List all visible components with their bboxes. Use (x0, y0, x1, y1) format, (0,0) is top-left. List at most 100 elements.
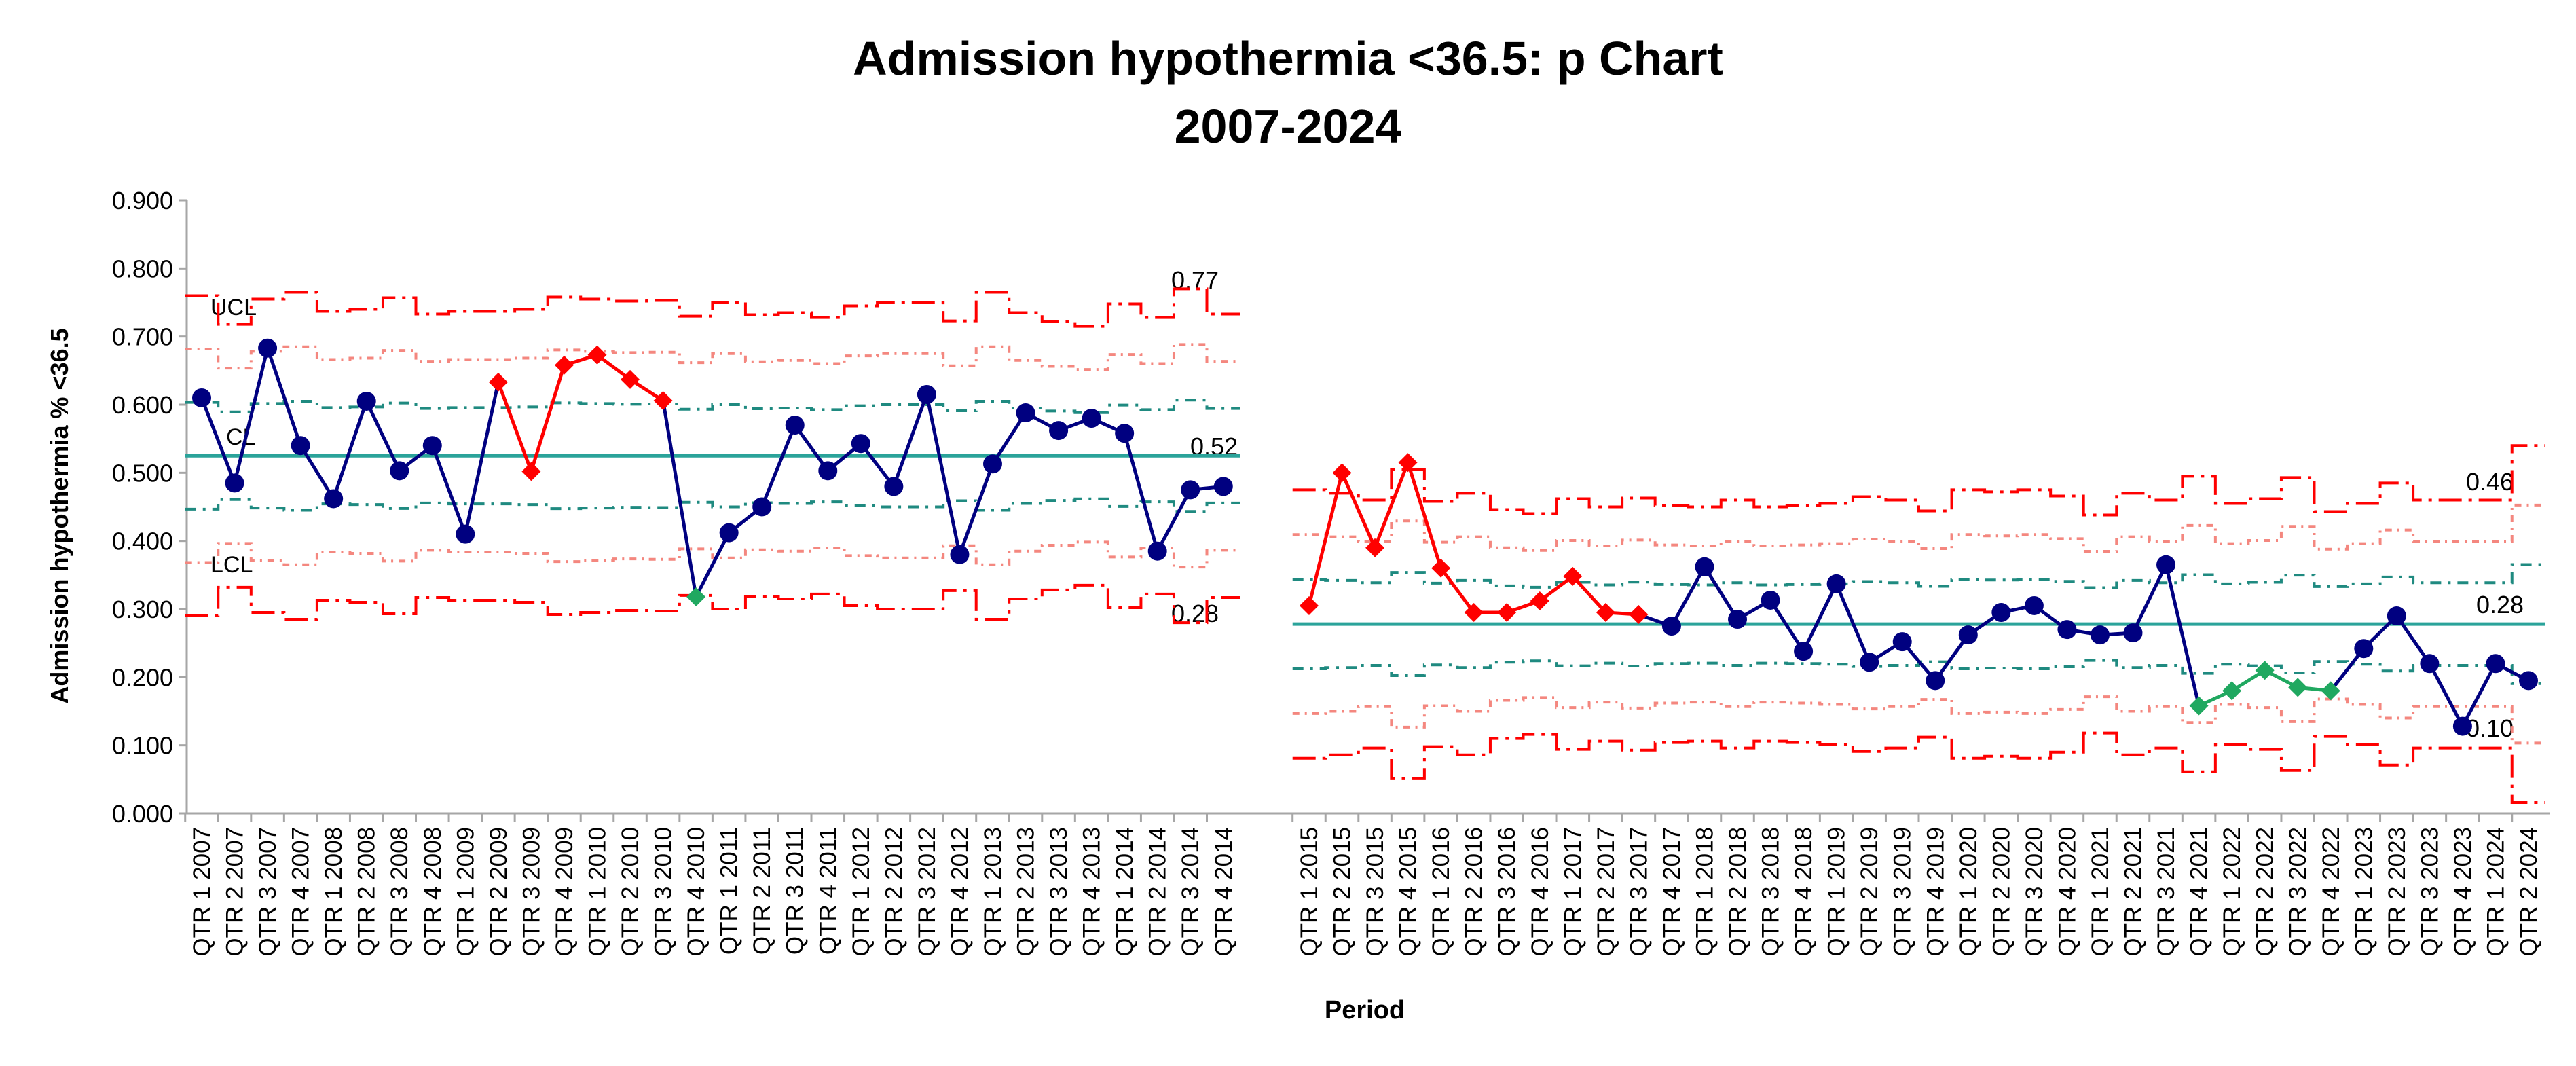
data-point (1892, 632, 1912, 652)
data-point (456, 524, 475, 544)
lower-1-sigma-line (185, 497, 1240, 513)
series-line-segment (925, 394, 961, 555)
data-point-signal (2321, 681, 2340, 701)
x-tick-label: QTR 1 2009 (452, 827, 479, 957)
series-line-segment (1406, 462, 1443, 569)
x-tick-label: QTR 2 2016 (1461, 827, 1488, 957)
data-point-signal (1629, 605, 1649, 625)
x-tick-label: QTR 1 2011 (716, 827, 743, 955)
data-point (785, 416, 805, 435)
series-line-segment (2461, 663, 2497, 727)
x-tick-label: QTR 2 2008 (354, 827, 380, 957)
x-tick-label: QTR 2 2015 (1329, 827, 1356, 957)
data-point-signal (488, 372, 508, 392)
x-tick-label: QTR 4 2023 (2450, 827, 2476, 957)
series-line-segment (2395, 614, 2431, 665)
series-line-segment (1703, 566, 1740, 621)
control-limits (185, 287, 2545, 804)
x-tick-label: QTR 2 2017 (1593, 827, 1619, 957)
data-point (390, 461, 409, 481)
series-line-segment (233, 348, 270, 483)
x-tick-label: QTR 3 2010 (650, 827, 677, 957)
lcl-line (185, 583, 1240, 625)
data-point (225, 473, 244, 493)
x-tick-label: QTR 4 2009 (551, 827, 578, 957)
data-point-signal (2255, 661, 2275, 680)
data-point-signal (1530, 591, 1549, 610)
data-point (2519, 671, 2538, 691)
x-tick-label: QTR 1 2007 (189, 827, 215, 957)
x-tick-label: QTR 4 2012 (946, 827, 973, 957)
data-point (258, 338, 278, 358)
data-point (1761, 590, 1780, 610)
data-point (1991, 603, 2011, 623)
x-tick-label: QTR 4 2010 (683, 827, 710, 957)
x-tick-label: QTR 2 2009 (485, 827, 512, 957)
series-line-segment (596, 353, 631, 381)
x-tick-label: QTR 4 2021 (2186, 827, 2213, 957)
x-tick-label: QTR 1 2022 (2219, 827, 2245, 957)
data-point-signal (521, 462, 541, 481)
x-tick-label: QTR 2 2007 (222, 827, 249, 957)
data-point-signal (1497, 603, 1517, 623)
data-point (1082, 409, 1101, 428)
y-tick-label: 0.300 (112, 595, 173, 623)
series-line-segment (991, 411, 1027, 465)
data-point-signal (1398, 453, 1418, 473)
data-point (1794, 642, 1814, 661)
x-tick-label: QTR 4 2014 (1211, 827, 1237, 957)
x-tick-label: QTR 1 2016 (1428, 827, 1454, 957)
y-tick-label: 0.800 (112, 255, 173, 282)
data-point (422, 436, 442, 456)
x-tick-label: QTR 4 2011 (815, 827, 841, 955)
data-point (1049, 421, 1069, 441)
data-point (2354, 639, 2374, 659)
series-line-segment (694, 532, 731, 598)
y-tick-label: 0.200 (112, 663, 173, 691)
series-line-segment (1340, 472, 1377, 549)
series-line-segment (2164, 564, 2201, 707)
series-line-segment (430, 445, 467, 535)
series-line-segment (1156, 489, 1192, 552)
data-point-signal (621, 369, 640, 389)
lower-2-sigma-line (1292, 695, 2545, 745)
data-point (851, 434, 870, 454)
data-point (719, 523, 739, 543)
lcl-line (1292, 731, 2545, 804)
series-line-segment (1670, 566, 1706, 627)
x-tick-label: QTR 2 2013 (1013, 827, 1039, 957)
x-tick-label: QTR 4 2015 (1395, 827, 1422, 957)
data-point-signal (2288, 678, 2308, 697)
lower-1-sigma-line (1292, 659, 2545, 685)
x-tick-label: QTR 3 2013 (1046, 827, 1072, 957)
data-point (1926, 671, 1945, 691)
series-line-segment (2428, 663, 2465, 727)
x-tick-label: QTR 3 2014 (1177, 827, 1204, 957)
x-tick-label: QTR 2 2022 (2252, 827, 2279, 957)
x-tick-label: QTR 4 2007 (288, 827, 314, 957)
cl-label: CL (226, 424, 255, 450)
series-line-segment (496, 382, 533, 473)
data-point (2057, 620, 2077, 640)
series-line-segment (958, 463, 995, 555)
data-point (2123, 623, 2143, 643)
annotation-second-lcl: 0.10 (2466, 714, 2514, 742)
annotation-second-cl: 0.28 (2476, 591, 2524, 619)
ucl-line (185, 287, 1240, 328)
x-tick-label: QTR 2 2012 (881, 827, 907, 957)
axes: 0.000 0.100 0.200 0.300 0.400 0.500 0.600 0.700… (112, 187, 2550, 828)
data-point (2420, 654, 2440, 674)
series-line-segment (1769, 599, 1805, 653)
series-line-segment (1835, 583, 1871, 663)
series-line-segment (1373, 462, 1410, 549)
upper-1-sigma-line (185, 399, 1240, 414)
x-tick-label: QTR 3 2008 (386, 827, 413, 957)
data-point (192, 388, 211, 407)
x-tick-labels: QTR 1 2007 QTR 2 2007 QTR 3 2007 QTR 4 2007… (189, 827, 2542, 957)
data-point-signal (1365, 538, 1385, 557)
data-point-signal (587, 345, 607, 365)
x-tick-label: QTR 1 2020 (1955, 827, 1982, 957)
x-tick-label: QTR 1 2018 (1691, 827, 1718, 957)
